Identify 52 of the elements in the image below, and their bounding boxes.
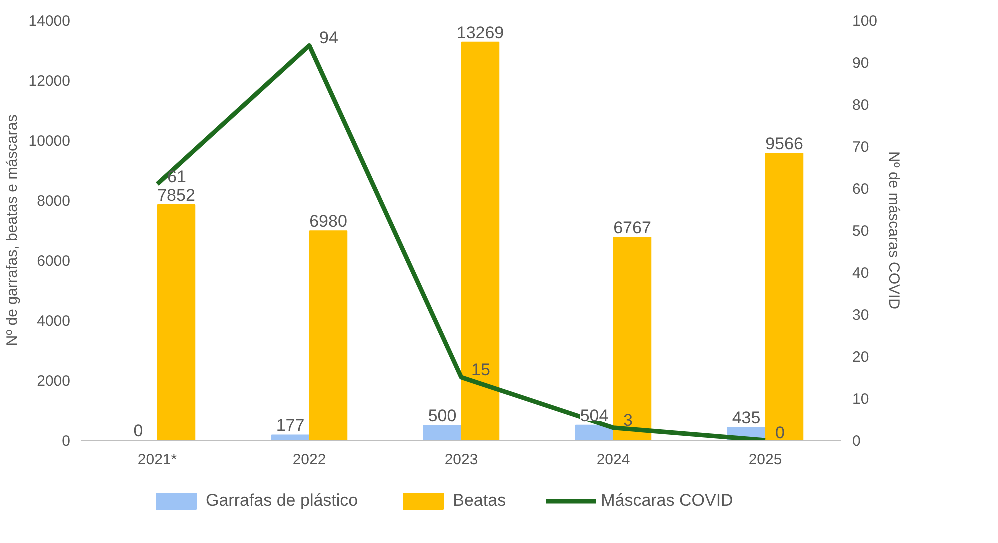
data-label: 0	[134, 422, 144, 440]
data-label: 0	[776, 424, 785, 442]
bar	[461, 42, 500, 440]
y2-tick-label: 70	[852, 139, 870, 156]
bar	[271, 434, 310, 440]
x-tick-label: 2023	[444, 452, 478, 468]
y2-tick-label: 30	[852, 307, 870, 324]
bar	[157, 204, 196, 440]
bar	[613, 236, 652, 440]
line-series	[155, 43, 768, 440]
data-label: 435	[732, 408, 761, 428]
data-label: 6980	[310, 212, 348, 232]
data-label: 9566	[766, 134, 804, 154]
y-tick-label: 12000	[28, 73, 71, 90]
y2-tick-label: 40	[852, 265, 870, 282]
data-label: 177	[276, 416, 305, 436]
data-label: 15	[472, 360, 490, 380]
legend-label: Garrafas de plástico	[206, 491, 358, 511]
y-tick-label: 0	[62, 433, 70, 450]
data-label: 94	[320, 28, 338, 48]
bar	[423, 425, 462, 440]
x-tick-label: 2024	[596, 452, 630, 468]
y2-tick-label: 10	[852, 391, 870, 408]
bar	[765, 153, 804, 440]
x-tick-label: 2025	[748, 452, 782, 468]
y-tick-label: 4000	[37, 313, 71, 330]
x-tick-label: 2022	[292, 452, 326, 468]
legend-label: Máscaras COVID	[601, 491, 734, 511]
data-label: 6767	[614, 218, 652, 238]
y-axis-title: Nº de garrafas, beatas e máscaras	[4, 114, 21, 346]
y-tick-label: 14000	[28, 13, 71, 30]
y2-tick-label: 20	[852, 349, 870, 366]
bar	[309, 230, 348, 440]
y2-tick-label: 80	[852, 97, 870, 114]
y2-axis-title: Nº de máscaras COVID	[886, 151, 903, 310]
y2-tick-label: 50	[852, 223, 870, 240]
y-tick-label: 8000	[37, 193, 71, 210]
data-label: 500	[428, 406, 457, 426]
y-tick-label: 2000	[37, 373, 71, 390]
data-label: 61	[168, 167, 186, 186]
y-tick-label: 6000	[37, 253, 71, 270]
y2-tick-label: 60	[852, 181, 870, 198]
data-label: 13269	[456, 23, 504, 42]
y2-tick-label: 90	[852, 55, 870, 72]
y-tick-label: 10000	[28, 133, 71, 150]
legend-label: Beatas	[453, 491, 506, 511]
data-label: 7852	[158, 186, 196, 205]
y2-tick-label: 0	[852, 433, 861, 450]
data-label: 3	[624, 410, 633, 430]
x-tick-label: 2021*	[138, 452, 178, 468]
y2-tick-label: 100	[852, 13, 878, 30]
data-label: 504	[580, 406, 609, 426]
